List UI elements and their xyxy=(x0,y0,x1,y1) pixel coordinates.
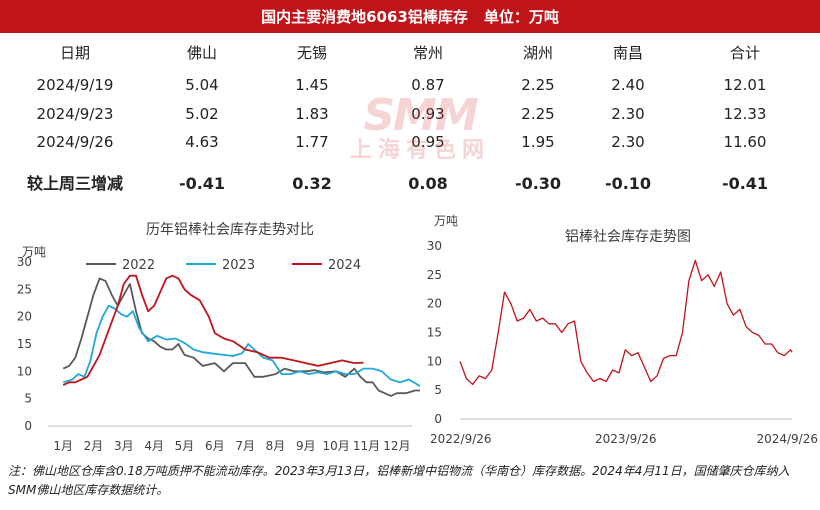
banner-unit: 单位：万吨 xyxy=(483,8,559,26)
x-tick-label: 9月 xyxy=(296,439,316,453)
value-cell: 无锡 xyxy=(296,44,328,62)
value-cell: 2.25 xyxy=(521,104,555,123)
value-cell: 0.93 xyxy=(411,104,445,123)
value-cell: -0.10 xyxy=(604,174,652,193)
value-cell: 0.08 xyxy=(408,174,448,193)
x-tick-label: 12月 xyxy=(383,439,410,453)
x-tick-label: 11月 xyxy=(353,439,380,453)
value-cell: 5.02 xyxy=(185,104,219,123)
y-tick-label: 30 xyxy=(17,255,32,269)
row-label-cell: 日期 xyxy=(59,44,91,62)
value-cell: 5.04 xyxy=(185,76,219,94)
value-cell: 0.32 xyxy=(292,174,332,193)
value-cell: 南昌 xyxy=(612,44,644,62)
chart-title: 历年铝棒社会库存走势对比 xyxy=(146,222,314,238)
series-line-2023 xyxy=(62,304,420,388)
y-tick-label: 5 xyxy=(24,392,32,406)
value-cell: 2.25 xyxy=(521,76,555,94)
x-tick-label: 4月 xyxy=(144,439,164,453)
legend-label: 2023 xyxy=(222,258,255,273)
y-tick-label: 25 xyxy=(17,282,32,296)
value-cell: 1.77 xyxy=(295,133,329,151)
value-cell: 2.30 xyxy=(611,104,645,123)
x-tick-label: 5月 xyxy=(175,439,195,453)
x-tick-label: 7月 xyxy=(235,439,255,453)
legend-label: 2022 xyxy=(122,258,155,273)
x-tick-label: 6月 xyxy=(205,439,225,453)
value-cell: 11.60 xyxy=(723,133,767,151)
footnote: 注：佛山地区仓库含0.18万吨质押不能流动库存。2023年3月13日，铝棒新增中… xyxy=(8,464,790,497)
value-cell: 2.30 xyxy=(611,133,645,151)
legend-label: 2024 xyxy=(328,258,361,273)
value-cell: 1.45 xyxy=(295,76,329,94)
y-tick-label: 0 xyxy=(24,419,32,433)
y-tick-label: 30 xyxy=(427,239,442,253)
y-axis-unit: 万吨 xyxy=(434,214,458,228)
value-cell: 0.87 xyxy=(411,76,445,94)
y-tick-label: 10 xyxy=(17,364,32,378)
value-cell: -0.30 xyxy=(514,174,562,193)
table-title-banner: 国内主要消费地6063铝棒库存 单位：万吨 xyxy=(0,0,820,33)
table-row: 2024/9/19 5.04 1.45 0.87 2.25 2.40 12.01 xyxy=(0,70,820,100)
y-tick-label: 15 xyxy=(427,326,442,340)
value-cell: 0.95 xyxy=(411,133,445,151)
x-tick-label: 8月 xyxy=(266,439,286,453)
value-cell: 湖州 xyxy=(522,44,554,62)
x-tick-label: 1月 xyxy=(53,439,73,453)
value-cell: 1.83 xyxy=(295,104,329,123)
value-cell: 12.33 xyxy=(723,104,767,123)
row-label-cell: 2024/9/23 xyxy=(36,104,114,123)
value-cell: -0.41 xyxy=(721,174,769,193)
table-row: 2024/9/23 5.02 1.83 0.93 2.25 2.30 12.33 xyxy=(0,99,820,129)
x-tick-label: 2022/9/26 xyxy=(430,432,492,446)
y-axis-unit: 万吨 xyxy=(22,245,46,259)
value-cell: 4.63 xyxy=(185,133,219,151)
y-tick-label: 5 xyxy=(434,383,442,397)
table-row: 2024/9/26 4.63 1.77 0.95 1.95 2.30 11.60 xyxy=(0,127,820,157)
row-label-cell: 较上周三增减 xyxy=(26,174,124,193)
y-tick-label: 25 xyxy=(427,268,442,282)
y-tick-label: 15 xyxy=(17,337,32,351)
value-cell: 2.40 xyxy=(611,76,645,94)
chart-title: 铝棒社会库存走势图 xyxy=(565,229,691,245)
banner-title: 国内主要消费地6063铝棒库存 xyxy=(261,8,468,26)
x-tick-label: 2024/9/26 xyxy=(756,432,818,446)
y-tick-label: 10 xyxy=(427,354,442,368)
row-label-cell: 2024/9/19 xyxy=(36,76,114,94)
x-tick-label: 2023/9/26 xyxy=(595,432,657,446)
row-label-cell: 2024/9/26 xyxy=(36,133,114,151)
value-cell: -0.41 xyxy=(178,174,226,193)
series-line xyxy=(459,259,793,386)
value-cell: 合计 xyxy=(729,44,761,62)
value-cell: 12.01 xyxy=(723,76,767,94)
inventory-trend-chart: 铝棒社会库存走势图 万吨 0 5 10 15 20 25 30 2022/9/26 2023/9/2… xyxy=(427,214,818,446)
x-tick-label: 10月 xyxy=(323,439,350,453)
y-tick-label: 20 xyxy=(17,310,32,324)
table-delta-row: 较上周三增减 -0.41 0.32 0.08 -0.30 -0.10 -0.41 xyxy=(0,169,820,199)
value-cell: 常州 xyxy=(412,44,444,62)
y-tick-label: 0 xyxy=(434,412,442,426)
y-tick-label: 20 xyxy=(427,297,442,311)
x-tick-label: 3月 xyxy=(114,439,134,453)
series-line-2024 xyxy=(62,274,364,386)
series-line-2022 xyxy=(62,277,420,397)
value-cell: 1.95 xyxy=(521,133,555,151)
x-tick-label: 2月 xyxy=(84,439,104,453)
table-header-row: 日期 佛山 无锡 常州 湖州 南昌 合计 xyxy=(0,38,820,68)
value-cell: 佛山 xyxy=(186,44,218,62)
